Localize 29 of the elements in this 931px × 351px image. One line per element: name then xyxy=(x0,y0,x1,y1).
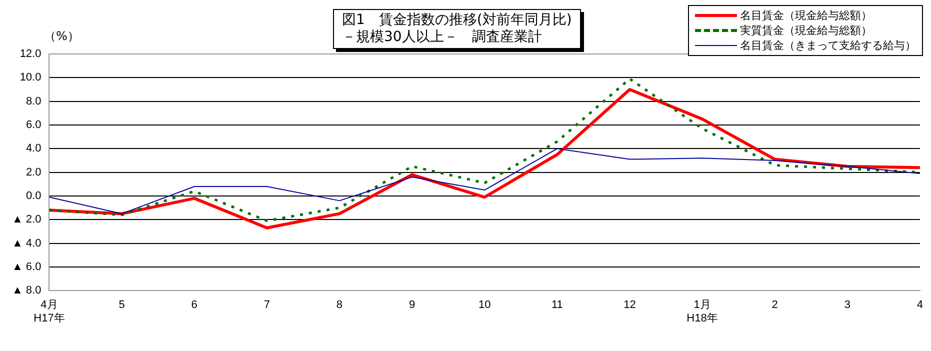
y-tick-label: 10.0 xyxy=(20,72,42,84)
y-tick-label: ▲ 4.0 xyxy=(12,237,42,250)
legend-label: 実質賃金（現金給与総額） xyxy=(740,23,872,38)
y-tick-label: ▲ 6.0 xyxy=(12,260,42,273)
y-tick-label: 6.0 xyxy=(26,119,42,132)
x-tick-label: 4月 H17年 xyxy=(34,299,65,324)
y-axis-title: （%） xyxy=(44,28,80,45)
x-tick-label: 6 xyxy=(191,299,198,312)
legend-label: 名目賃金（きまって支給する給与） xyxy=(740,38,916,53)
x-tick-label: 7 xyxy=(264,299,270,312)
x-tick-label: 4 xyxy=(916,299,924,312)
chart-title: 図1 賃金指数の推移(対前年同月比) －規模30人以上－ 調査産業計 xyxy=(333,9,581,49)
x-tick-label: 10 xyxy=(478,299,491,312)
y-tick-label: ▲ 8.0 xyxy=(12,284,42,297)
x-tick-label: 11 xyxy=(551,299,563,312)
x-tick-label: 9 xyxy=(408,299,416,312)
y-tick-label: 0.0 xyxy=(26,190,42,202)
x-tick-label: 2 xyxy=(772,299,778,312)
y-tick-label: ▲ 2.0 xyxy=(12,214,42,226)
y-tick-label: 4.0 xyxy=(26,142,42,155)
x-tick-label: 3 xyxy=(844,299,850,312)
x-tick-label: 5 xyxy=(118,299,125,312)
x-tick-label: 8 xyxy=(336,299,343,312)
x-tick-label: 12 xyxy=(624,299,636,312)
x-tick-label: 1月 H18年 xyxy=(686,299,718,324)
y-tick-label: 2.0 xyxy=(26,166,42,178)
legend-label: 名目賃金（現金給与総額） xyxy=(740,8,872,23)
y-tick-label: 8.0 xyxy=(26,95,42,108)
y-tick-label: 12.0 xyxy=(20,48,42,60)
